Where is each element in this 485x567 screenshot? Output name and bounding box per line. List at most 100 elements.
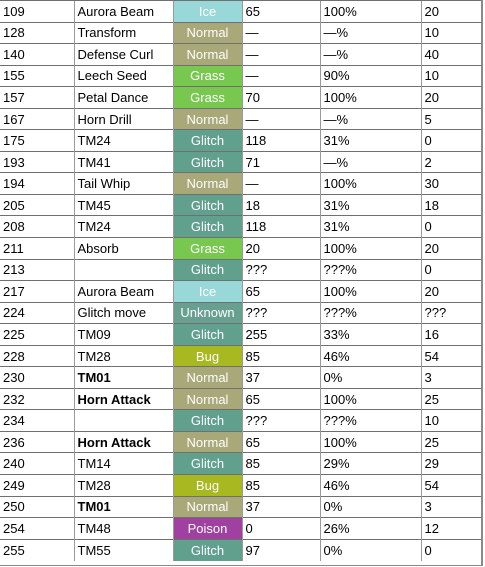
move-power-cell: 65 <box>241 0 320 23</box>
move-pp-cell: 40 <box>420 43 481 66</box>
move-pp-cell: 16 <box>420 323 481 346</box>
move-pp-cell: 10 <box>420 64 481 87</box>
move-name-cell: TM55 <box>73 538 173 561</box>
move-accuracy-cell: 0% <box>319 538 421 561</box>
move-name-cell: Transform <box>73 21 173 44</box>
move-type-badge: Glitch <box>172 538 242 561</box>
move-power-cell: ??? <box>241 409 320 432</box>
move-type-badge: Ice <box>172 280 242 303</box>
move-name-cell: TM45 <box>73 193 173 216</box>
move-name-cell: TM24 <box>73 129 173 152</box>
move-pp-cell: 10 <box>420 409 481 432</box>
move-pp-cell: 20 <box>420 280 481 303</box>
move-type-badge: Glitch <box>172 215 242 238</box>
table-row: 240 TM14 Glitch 85 29% 29 <box>0 452 481 475</box>
move-accuracy-cell: 0% <box>319 495 421 518</box>
move-power-cell: 97 <box>241 538 320 561</box>
move-type-badge: Normal <box>172 21 242 44</box>
move-type-badge: Glitch <box>172 452 242 475</box>
move-type-badge: Ice <box>172 0 242 23</box>
move-name-cell: Leech Seed <box>73 64 173 87</box>
move-pp-cell: 54 <box>420 474 481 497</box>
move-number-cell: 213 <box>0 258 74 281</box>
move-pp-cell: 5 <box>420 107 481 130</box>
move-accuracy-cell: 100% <box>319 430 421 453</box>
move-accuracy-cell: 0% <box>319 366 421 389</box>
move-name-cell: Tail Whip <box>73 172 173 195</box>
move-number-cell: 240 <box>0 452 74 475</box>
move-pp-cell: 0 <box>420 129 481 152</box>
move-number-cell: 157 <box>0 86 74 109</box>
move-power-cell: 37 <box>241 495 320 518</box>
move-pp-cell: 0 <box>420 538 481 561</box>
move-type-badge: Bug <box>172 344 242 367</box>
move-power-cell: 65 <box>241 387 320 410</box>
move-number-cell: 205 <box>0 193 74 216</box>
move-name-cell: TM01 <box>73 495 173 518</box>
table-row: 193 TM41 Glitch 71 —% 2 <box>0 150 481 173</box>
move-name-cell: TM24 <box>73 215 173 238</box>
move-type-badge: Unknown <box>172 301 242 324</box>
table-row: 232 Horn Attack Normal 65 100% 25 <box>0 387 481 410</box>
move-number-cell: 194 <box>0 172 74 195</box>
table-row: 109 Aurora Beam Ice 65 100% 20 <box>0 0 481 23</box>
table-row: 234 Glitch??????% 10 <box>0 409 481 432</box>
table-row: 225 TM09 Glitch 255 33% 16 <box>0 323 481 346</box>
move-number-cell: 230 <box>0 366 74 389</box>
move-accuracy-cell: —% <box>319 150 421 173</box>
move-pp-cell: 12 <box>420 517 481 540</box>
move-power-cell: 71 <box>241 150 320 173</box>
move-number-cell: 228 <box>0 344 74 367</box>
move-power-cell: 18 <box>241 193 320 216</box>
move-power-cell: — <box>241 43 320 66</box>
table-row: 228 TM28 Bug 85 46% 54 <box>0 344 481 367</box>
table-row: 205 TM45 Glitch 18 31% 18 <box>0 193 481 216</box>
move-accuracy-cell: 31% <box>319 193 421 216</box>
table-row: 217 Aurora Beam Ice 65 100% 20 <box>0 280 481 303</box>
move-number-cell: 234 <box>0 409 74 432</box>
move-type-badge: Normal <box>172 430 242 453</box>
move-pp-cell: 20 <box>420 86 481 109</box>
table-row: 155 Leech Seed Grass —90% 10 <box>0 64 481 87</box>
move-power-cell: 70 <box>241 86 320 109</box>
move-name-cell: Horn Attack <box>73 430 173 453</box>
move-type-badge: Normal <box>172 43 242 66</box>
table-row: 128 Transform Normal — —% 10 <box>0 21 481 44</box>
move-power-cell: 65 <box>241 280 320 303</box>
move-accuracy-cell: 29% <box>319 452 421 475</box>
move-name-cell: Aurora Beam <box>73 0 173 23</box>
move-number-cell: 193 <box>0 150 74 173</box>
move-accuracy-cell: ???% <box>319 301 421 324</box>
move-type-badge: Glitch <box>172 129 242 152</box>
move-name-cell <box>73 409 173 432</box>
move-power-cell: 85 <box>241 474 320 497</box>
move-name-cell: TM14 <box>73 452 173 475</box>
move-number-cell: 217 <box>0 280 74 303</box>
move-type-badge: Normal <box>172 107 242 130</box>
move-accuracy-cell: 100% <box>319 86 421 109</box>
move-name-cell: Defense Curl <box>73 43 173 66</box>
move-accuracy-cell: 100% <box>319 172 421 195</box>
move-number-cell: 109 <box>0 0 74 23</box>
move-accuracy-cell: —% <box>319 43 421 66</box>
move-name-cell: Horn Drill <box>73 107 173 130</box>
move-number-cell: 167 <box>0 107 74 130</box>
table-row: 254 TM48 Poison 0 26% 12 <box>0 517 481 540</box>
table-row: 249 TM28 Bug 85 46% 54 <box>0 474 481 497</box>
table-row: 224 Glitch move Unknown??????%??? <box>0 301 481 324</box>
move-number-cell: 155 <box>0 64 74 87</box>
move-name-cell <box>73 258 173 281</box>
table-row: 140 Defense Curl Normal — —% 40 <box>0 43 481 66</box>
move-name-cell: TM28 <box>73 474 173 497</box>
move-accuracy-cell: 31% <box>319 215 421 238</box>
move-power-cell: 85 <box>241 344 320 367</box>
move-number-cell: 255 <box>0 538 74 561</box>
move-power-cell: 0 <box>241 517 320 540</box>
move-accuracy-cell: 90% <box>319 64 421 87</box>
move-name-cell: TM41 <box>73 150 173 173</box>
move-number-cell: 208 <box>0 215 74 238</box>
move-power-cell: 20 <box>241 237 320 260</box>
